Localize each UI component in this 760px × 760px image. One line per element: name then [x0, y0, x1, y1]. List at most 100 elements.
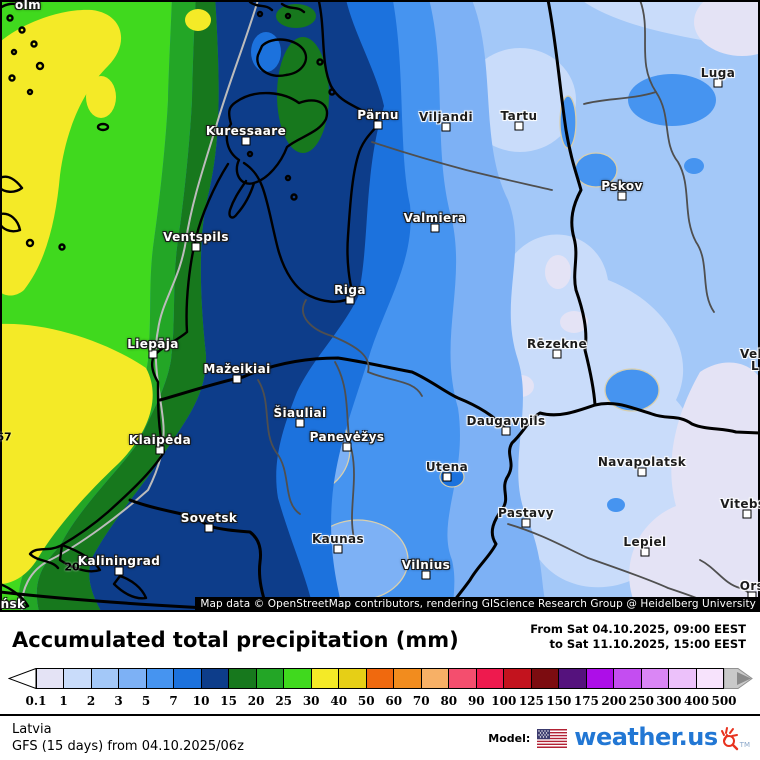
- colorbar-tick: 7: [169, 694, 178, 708]
- colorbar-segment: [476, 669, 505, 688]
- city-marker: [514, 121, 524, 131]
- colorbar-tick: 10: [192, 694, 210, 708]
- colorbar-tick: 90: [467, 694, 485, 708]
- edge-city-label: L: [750, 359, 760, 373]
- colorbar-tick: 30: [302, 694, 320, 708]
- city-label: Valmiera: [403, 211, 467, 225]
- city-label: Panevėžys: [309, 430, 385, 444]
- colorbar-tick: 3: [114, 694, 123, 708]
- city-label: Tartu: [500, 109, 538, 123]
- colorbar-segment: [64, 669, 92, 688]
- edge-city-label: ńsk: [0, 597, 26, 611]
- city-marker: [114, 566, 124, 576]
- forecast-period: From Sat 04.10.2025, 09:00 EEST to Sat 1…: [530, 622, 746, 652]
- colorbar-tick: 40: [330, 694, 348, 708]
- colorbar-segment: [37, 669, 65, 688]
- model-label: Model:: [488, 731, 531, 745]
- edge-city-label: Vel: [739, 347, 760, 361]
- colorbar-segment: [449, 669, 477, 688]
- city-label: Lepiel: [623, 535, 667, 549]
- city-marker: [204, 523, 214, 533]
- contour-value-label: 67: [0, 430, 12, 444]
- colorbar-tick: 25: [275, 694, 293, 708]
- city-label: Vilnius: [401, 558, 451, 572]
- city-label: Mažeikiai: [203, 362, 271, 376]
- city-marker: [232, 374, 242, 384]
- colorbar-tick: 50: [357, 694, 375, 708]
- region-name: Latvia: [12, 722, 52, 737]
- region-info: Latvia GFS (15 days) from 04.10.2025/06z: [12, 721, 244, 755]
- city-marker: [373, 120, 383, 130]
- city-marker: [637, 467, 647, 477]
- colorbar-segment: [174, 669, 202, 688]
- city-marker: [742, 509, 752, 519]
- colorbar-segment: [201, 669, 230, 688]
- city-label: Liepāja: [127, 337, 179, 351]
- colorbar: 0.1 1 2 3 5 7 10 15 20 25 30 40 50 60 70 80 90 100 125 150 1…: [8, 668, 753, 712]
- city-marker: [430, 223, 440, 233]
- city-marker: [421, 570, 431, 580]
- colorbar-segment: [311, 669, 340, 688]
- colorbar-segment: [91, 669, 120, 688]
- colorbar-tick: 125: [518, 694, 544, 708]
- colorbar-overflow-arrow: [724, 668, 753, 689]
- city-marker: [617, 191, 627, 201]
- city-label: Klaipėda: [128, 433, 192, 447]
- city-marker: [191, 242, 201, 252]
- city-marker: [713, 78, 723, 88]
- contour-value-label: 20: [64, 560, 80, 574]
- brand-block: Model: weather.us TM: [488, 725, 750, 751]
- city-marker: [441, 122, 451, 132]
- colorbar-segment: [559, 669, 587, 688]
- precip-light-layers: [464, 0, 760, 612]
- footer-divider: [0, 714, 760, 716]
- colorbar-segment: [119, 669, 147, 688]
- city-marker: [442, 472, 452, 482]
- city-label: Vitebsk: [720, 497, 760, 511]
- colorbar-tick: 300: [656, 694, 682, 708]
- city-label: Rēzekne: [527, 337, 587, 351]
- page-title: Accumulated total precipitation (mm): [12, 628, 459, 652]
- map-attribution: Map data © OpenStreetMap contributors, r…: [195, 597, 760, 612]
- city-marker: [342, 442, 352, 452]
- colorbar-segment: [339, 669, 367, 688]
- colorbar-segment: [504, 669, 532, 688]
- city-marker: [295, 418, 305, 428]
- colorbar-segment: [256, 669, 285, 688]
- colorbar-segment: [669, 669, 697, 688]
- weather-us-logo[interactable]: weather.us TM: [574, 725, 750, 751]
- period-to: to Sat 11.10.2025, 15:00 EEST: [549, 637, 746, 651]
- colorbar-tick: 150: [546, 694, 572, 708]
- model-run-info: GFS (15 days) from 04.10.2025/06z: [12, 739, 244, 754]
- colorbar-segment: [421, 669, 450, 688]
- city-label: Utena: [425, 460, 469, 474]
- sunburst-magnifier-icon: [720, 727, 738, 751]
- city-marker: [241, 136, 251, 146]
- city-label: Kaliningrad: [77, 554, 161, 568]
- colorbar-tick: 1: [59, 694, 68, 708]
- city-marker: [501, 426, 511, 436]
- colorbar-tick: 0.1: [25, 694, 47, 708]
- colorbar-segment: [614, 669, 642, 688]
- map-graphic: [0, 0, 760, 612]
- edge-city-label: olm: [14, 0, 42, 12]
- colorbar-tick: 500: [711, 694, 737, 708]
- colorbar-tick: 100: [491, 694, 517, 708]
- colorbar-segment: [284, 669, 312, 688]
- map-label-layer: Kuressaare Pärnu Viljandi Tartu Luga Pskov Ven…: [0, 0, 760, 611]
- city-label: Navapolatsk: [597, 455, 687, 469]
- colorbar-underflow-arrow: [8, 668, 37, 689]
- colorbar-tick: 400: [683, 694, 709, 708]
- trademark-symbol: TM: [739, 741, 750, 749]
- city-marker: [345, 295, 355, 305]
- edge-city-label: Ors: [739, 579, 760, 593]
- city-marker: [552, 349, 562, 359]
- colorbar-tick: 60: [385, 694, 403, 708]
- city-label: Kaunas: [311, 532, 365, 546]
- city-label: Viljandi: [419, 110, 473, 124]
- city-marker: [640, 547, 650, 557]
- city-label: Ventspils: [163, 230, 229, 244]
- city-marker: [333, 544, 343, 554]
- city-marker: [148, 349, 158, 359]
- colorbar-segment: [394, 669, 422, 688]
